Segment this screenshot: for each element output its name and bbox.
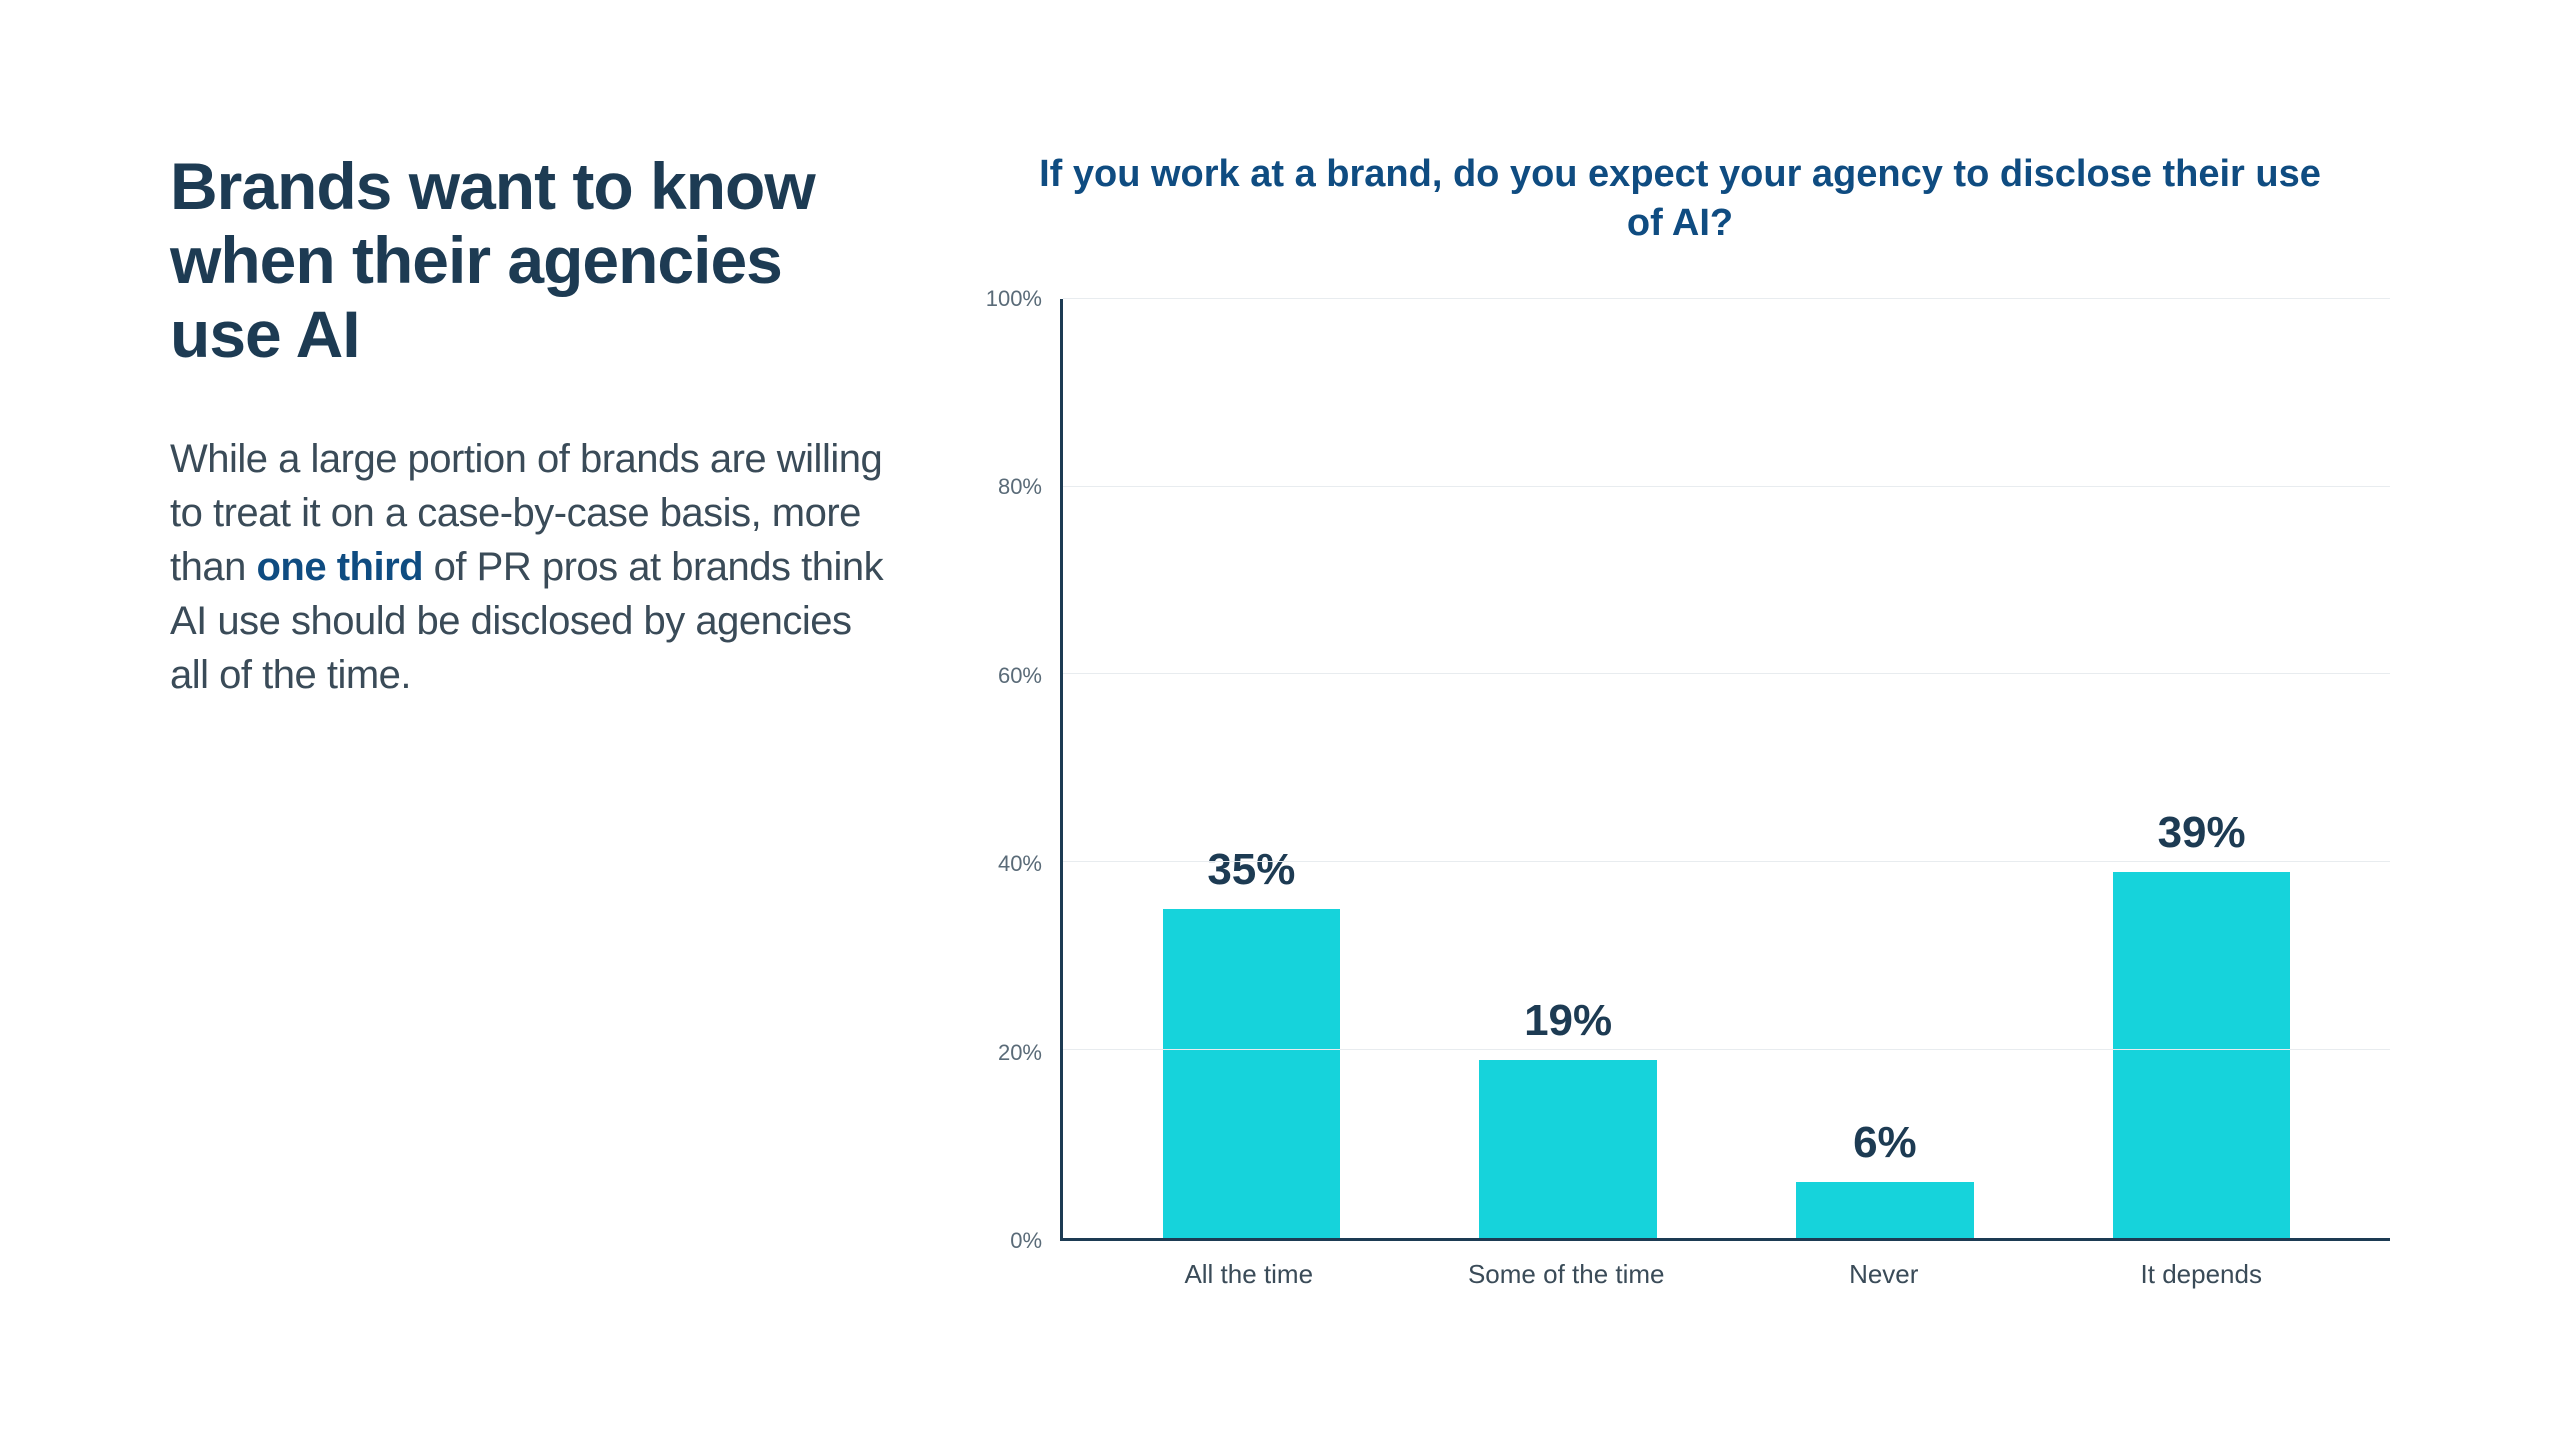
y-tick-label: 60% xyxy=(998,663,1042,689)
bar-value-label: 35% xyxy=(1207,845,1295,895)
y-tick-label: 100% xyxy=(986,286,1042,312)
bar-value-label: 39% xyxy=(2158,808,2246,858)
bar xyxy=(1479,1060,1656,1238)
y-tick-label: 0% xyxy=(1010,1228,1042,1254)
bar-value-label: 6% xyxy=(1853,1118,1917,1168)
bars-container: 35% 19% 6% 39% xyxy=(1063,299,2390,1238)
bar-slot: 35% xyxy=(1093,299,1410,1238)
slide: Brands want to know when their agencies … xyxy=(0,0,2560,1440)
x-axis-label: It depends xyxy=(2043,1259,2361,1290)
x-axis-label: Never xyxy=(1725,1259,2043,1290)
bar xyxy=(2113,872,2290,1238)
headline: Brands want to know when their agencies … xyxy=(170,150,890,372)
chart-title: If you work at a brand, do you expect yo… xyxy=(970,150,2390,249)
left-column: Brands want to know when their agencies … xyxy=(170,150,970,1290)
body-bold: one third xyxy=(256,545,423,589)
bar-slot: 6% xyxy=(1727,299,2044,1238)
x-axis-labels: All the timeSome of the timeNeverIt depe… xyxy=(1060,1259,2390,1290)
y-tick-label: 20% xyxy=(998,1040,1042,1066)
chart-column: If you work at a brand, do you expect yo… xyxy=(970,150,2390,1290)
gridline xyxy=(1063,486,2390,487)
x-axis-label: All the time xyxy=(1090,1259,1408,1290)
plot-area: 35% 19% 6% 39% xyxy=(1060,299,2390,1241)
y-tick-label: 80% xyxy=(998,474,1042,500)
gridline xyxy=(1063,1049,2390,1050)
gridline xyxy=(1063,298,2390,299)
gridline xyxy=(1063,673,2390,674)
body-text: While a large portion of brands are will… xyxy=(170,432,890,702)
chart-area: 0%20%40%60%80%100% 35%19%6%39% xyxy=(970,299,2390,1241)
x-axis-label: Some of the time xyxy=(1408,1259,1726,1290)
bar-value-label: 19% xyxy=(1524,996,1612,1046)
gridline xyxy=(1063,861,2390,862)
y-axis: 0%20%40%60%80%100% xyxy=(970,299,1060,1241)
bar xyxy=(1163,909,1340,1238)
bar-slot: 19% xyxy=(1410,299,1727,1238)
y-tick-label: 40% xyxy=(998,851,1042,877)
bar-slot: 39% xyxy=(2043,299,2360,1238)
bar xyxy=(1796,1182,1973,1238)
